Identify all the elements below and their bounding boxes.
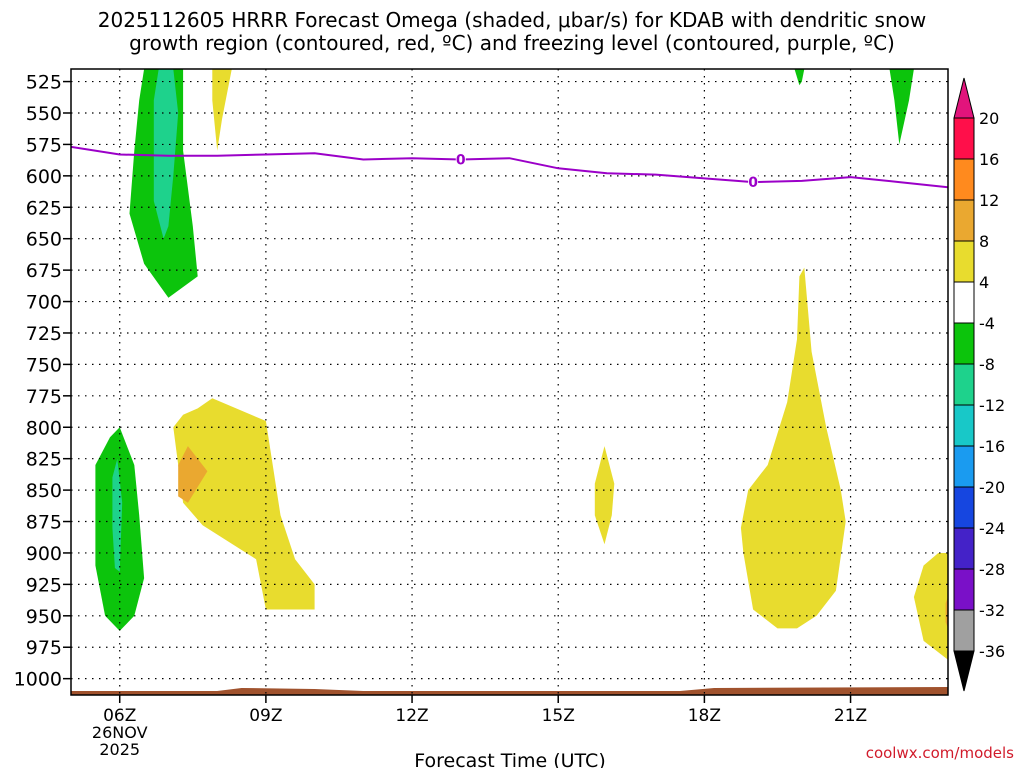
colorbar-label: -8 <box>979 355 995 374</box>
y-tick-label: 900 <box>26 543 62 565</box>
omega-region-7 <box>173 398 315 610</box>
y-tick-label: 950 <box>26 606 62 628</box>
colorbar-label: -20 <box>979 478 1005 497</box>
freezing-level-layer: 00 <box>71 145 948 191</box>
x-tick-date: 26NOV <box>92 723 148 742</box>
x-tick-label: 09Z <box>249 706 282 726</box>
omega-region-3 <box>889 69 914 145</box>
ground-fill <box>71 687 948 695</box>
x-tick-label: 06Z <box>103 706 136 726</box>
colorbar-label: 20 <box>979 109 999 128</box>
freezing-level-label: 0 <box>748 175 758 191</box>
omega-regions <box>95 69 948 660</box>
colorbar-label: 4 <box>979 273 989 292</box>
credit-text: coolwx.com/models <box>865 744 1014 762</box>
y-tick-label: 875 <box>26 512 62 534</box>
omega-region-11 <box>913 553 948 660</box>
y-tick-label: 575 <box>26 134 62 156</box>
y-tick-label: 525 <box>26 72 62 94</box>
y-tick-label: 650 <box>26 229 62 251</box>
colorbar-band <box>953 363 975 406</box>
y-tick-label: 725 <box>26 323 62 345</box>
colorbar-band <box>953 609 975 652</box>
y-tick-label: 750 <box>26 354 62 376</box>
colorbar-band <box>953 404 975 447</box>
colorbar-label: 16 <box>979 150 999 169</box>
freezing-level-line <box>71 145 948 189</box>
colorbar-band <box>953 158 975 201</box>
colorbar-label: -32 <box>979 601 1005 620</box>
y-axis-ticks: 525 550 575 600 625 650 675 700 725 750 775 800 825 8… <box>14 72 71 691</box>
colorbar-band <box>953 240 975 283</box>
colorbar-band <box>953 486 975 529</box>
y-tick-label: 550 <box>26 103 62 125</box>
colorbar: 20 16 12 8 4 -4 -8 -12 -16 -20 -24 -28 -32 -36 <box>953 77 1005 692</box>
x-tick-label: 18Z <box>688 706 721 726</box>
colorbar-label: -28 <box>979 560 1005 579</box>
y-tick-label: 675 <box>26 260 62 282</box>
axes-frame <box>70 68 949 696</box>
chart-title-line-1: 2025112605 HRRR Forecast Omega (shaded, … <box>97 8 927 32</box>
freezing-level-label: 0 <box>456 153 466 169</box>
colorbar-band <box>953 527 975 570</box>
colorbar-label: -36 <box>979 642 1005 661</box>
colorbar-band <box>953 199 975 242</box>
x-axis-label: Forecast Time (UTC) <box>414 750 605 768</box>
colorbar-label: 12 <box>979 191 999 210</box>
y-tick-label: 600 <box>26 166 62 188</box>
freezing-level-label-bg <box>748 175 759 190</box>
colorbar-label: -4 <box>979 314 995 333</box>
chart-title-line-2: growth region (contoured, red, ºC) and f… <box>129 31 895 55</box>
ground-strip <box>71 687 948 695</box>
plot-frame <box>70 68 949 696</box>
y-tick-label: 825 <box>26 449 62 471</box>
y-tick-label: 775 <box>26 386 62 408</box>
colorbar-label: -24 <box>979 519 1005 538</box>
omega-region-8 <box>178 446 208 503</box>
omega-region-2 <box>212 69 232 151</box>
colorbar-label: -16 <box>979 437 1005 456</box>
omega-region-6 <box>112 458 123 572</box>
y-tick-label: 1000 <box>14 669 62 691</box>
x-tick-label: 15Z <box>542 706 575 726</box>
y-tick-label: 700 <box>26 292 62 314</box>
colorbar-band <box>953 117 975 160</box>
x-tick-label: 21Z <box>834 706 867 726</box>
colorbar-label: 8 <box>979 232 989 251</box>
colorbar-band <box>953 281 975 324</box>
omega-region-4 <box>794 69 805 86</box>
colorbar-band <box>953 568 975 611</box>
colorbar-bottom-arrow <box>953 650 975 692</box>
y-tick-label: 975 <box>26 637 62 659</box>
freezing-level-label-bg <box>455 152 466 167</box>
colorbar-top-arrow <box>953 77 975 119</box>
omega-region-10 <box>740 267 846 629</box>
x-tick-label: 12Z <box>395 706 428 726</box>
y-tick-label: 625 <box>26 197 62 219</box>
y-tick-label: 850 <box>26 480 62 502</box>
y-tick-label: 800 <box>26 417 62 439</box>
x-tick-year: 2025 <box>99 740 140 759</box>
colorbar-band <box>953 445 975 488</box>
omega-region-1 <box>153 69 179 239</box>
omega-region-9 <box>594 446 615 545</box>
colorbar-label: -12 <box>979 396 1005 415</box>
y-tick-label: 925 <box>26 574 62 596</box>
colorbar-band <box>953 322 975 365</box>
